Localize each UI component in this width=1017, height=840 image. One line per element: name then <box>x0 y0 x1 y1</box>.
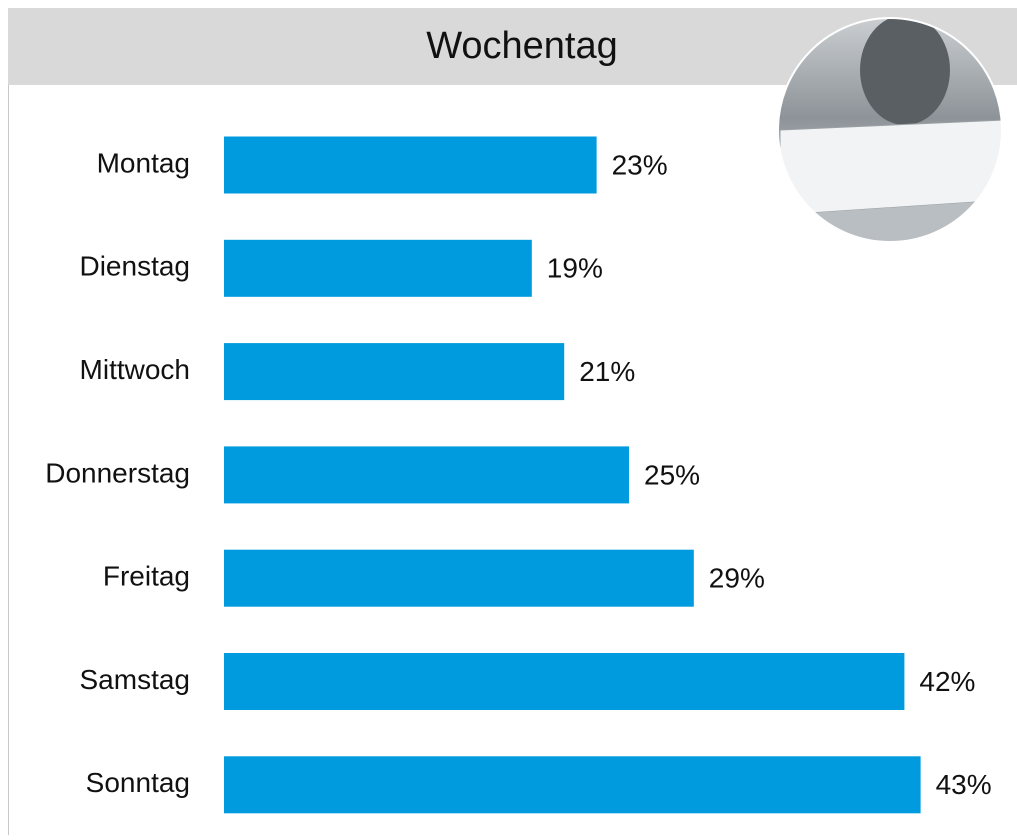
category-label: Mittwoch <box>80 354 190 385</box>
value-label: 29% <box>709 563 765 594</box>
bar <box>224 239 532 297</box>
bar <box>224 549 694 607</box>
value-label: 43% <box>936 769 992 800</box>
chart-title: Wochentag <box>426 25 618 67</box>
bar <box>224 756 921 814</box>
category-label: Sonntag <box>86 767 190 798</box>
category-label: Samstag <box>80 664 191 695</box>
category-label: Freitag <box>103 561 190 592</box>
value-label: 23% <box>612 149 668 180</box>
bar <box>224 446 629 504</box>
category-label: Dienstag <box>79 251 190 282</box>
value-label: 25% <box>644 459 700 490</box>
photo-border <box>777 17 1003 243</box>
bar <box>224 343 565 401</box>
category-label: Donnerstag <box>45 457 190 488</box>
value-label: 42% <box>919 666 975 697</box>
bar <box>224 136 597 194</box>
value-label: 21% <box>579 356 635 387</box>
bar <box>224 653 905 710</box>
value-label: 19% <box>547 253 603 284</box>
category-label: Montag <box>97 147 190 178</box>
